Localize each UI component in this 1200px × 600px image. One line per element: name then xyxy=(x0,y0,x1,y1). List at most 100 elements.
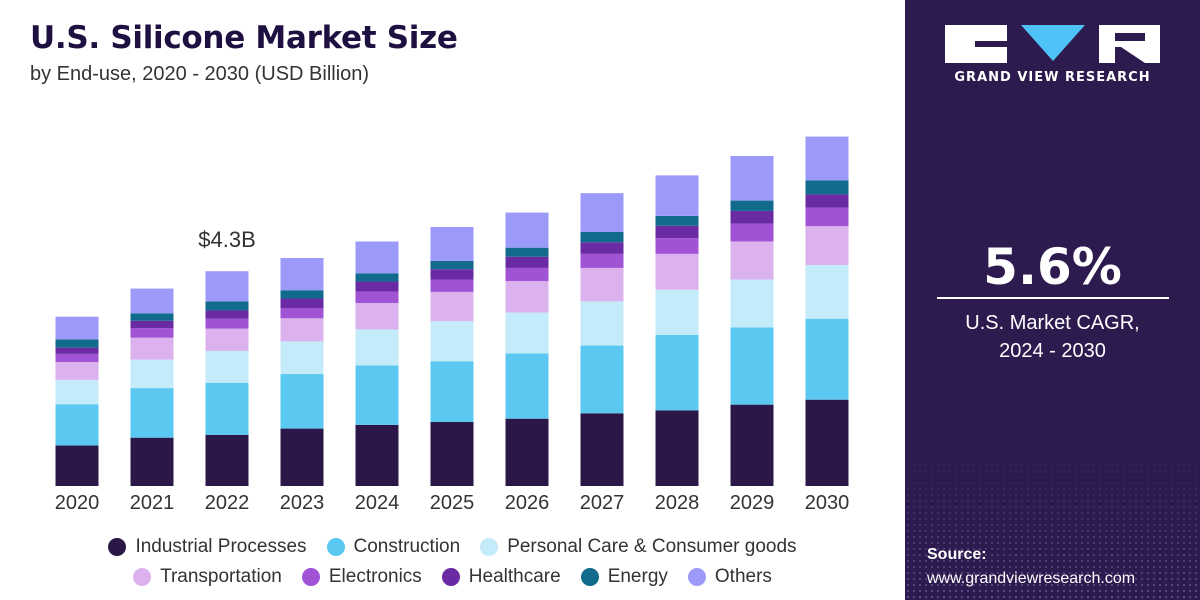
bar-segment xyxy=(580,413,624,486)
bar-segment xyxy=(55,347,99,354)
legend-item: Transportation xyxy=(133,566,282,588)
bar-segment xyxy=(55,316,99,340)
bar-segment xyxy=(655,410,699,486)
bar-segment xyxy=(805,180,849,195)
bar-segment xyxy=(655,238,699,254)
legend-swatch xyxy=(301,568,320,586)
legend-item: Construction xyxy=(326,536,460,558)
legend-item: Others xyxy=(687,566,772,588)
bar-segment xyxy=(55,404,99,446)
bar-segment xyxy=(805,136,849,181)
bar-segment xyxy=(280,374,324,429)
bar-segment xyxy=(655,215,699,226)
bar-segment xyxy=(430,421,474,486)
legend-label: Industrial Processes xyxy=(135,536,307,557)
gvr-logo xyxy=(945,25,1160,63)
bar-segment xyxy=(505,267,549,282)
brand-name: GRAND VIEW RESEARCH xyxy=(954,70,1151,85)
divider xyxy=(937,297,1169,299)
source-url[interactable]: www.grandviewresearch.com xyxy=(927,570,1136,587)
x-tick-label: 2020 xyxy=(55,492,100,514)
bar-segment xyxy=(730,223,774,242)
bar-segment xyxy=(130,288,174,314)
bar-segment xyxy=(430,291,474,322)
chart-subtitle: by End-use, 2020 - 2030 (USD Billion) xyxy=(30,63,370,85)
bar-segment xyxy=(805,399,849,486)
legend-label: Electronics xyxy=(328,566,422,587)
bar-segment xyxy=(355,424,399,486)
bar-segment xyxy=(55,339,99,348)
bar-segment xyxy=(355,329,399,366)
legend-swatch xyxy=(133,568,152,586)
source-block: Source: www.grandviewresearch.com xyxy=(927,543,1135,591)
bar-segment xyxy=(505,256,549,268)
bar-segment xyxy=(505,212,549,248)
x-tick-label: 2023 xyxy=(280,492,325,514)
bar-segment xyxy=(580,242,624,254)
legend-swatch xyxy=(441,568,460,586)
cagr-value: 5.6% xyxy=(983,238,1122,296)
bar-segment xyxy=(280,318,324,342)
bar-segment xyxy=(130,328,174,338)
bar-segment xyxy=(280,298,324,308)
x-tick-label: 2030 xyxy=(805,492,850,514)
x-tick-label: 2025 xyxy=(430,492,475,514)
bar-segment xyxy=(580,345,624,414)
legend-label: Personal Care & Consumer goods xyxy=(507,536,797,557)
bar-segment xyxy=(205,434,249,486)
bar-segment xyxy=(730,200,774,211)
bar-segment xyxy=(130,359,174,389)
bar-segment xyxy=(355,365,399,425)
bar-segment xyxy=(730,241,774,280)
bar-segment xyxy=(205,382,249,435)
bar-segment xyxy=(130,437,174,486)
legend-swatch xyxy=(480,538,499,556)
bar-segment xyxy=(280,341,324,375)
bar-segment xyxy=(430,227,474,261)
legend-swatch xyxy=(687,568,706,586)
bar-segment xyxy=(430,260,474,270)
bar-segment xyxy=(805,226,849,266)
chart-title: U.S. Silicone Market Size xyxy=(30,20,458,56)
legend-label: Others xyxy=(714,566,772,587)
x-tick-label: 2027 xyxy=(580,492,625,514)
source-label: Source: xyxy=(927,546,987,563)
x-tick-label: 2022 xyxy=(205,492,250,514)
bar-segment xyxy=(280,258,324,291)
bar-segment xyxy=(280,290,324,299)
bar-segment xyxy=(130,313,174,321)
bar-segment xyxy=(130,388,174,438)
bar-segment xyxy=(205,310,249,319)
bar-segment xyxy=(730,155,774,201)
bar-segment xyxy=(205,328,249,351)
bar-segment xyxy=(805,318,849,400)
legend-item: Electronics xyxy=(301,566,422,588)
bar-segment xyxy=(430,269,474,280)
bar-segment xyxy=(355,241,399,274)
info-panel: GRAND VIEW RESEARCH 5.6% U.S. Market CAG… xyxy=(905,0,1200,600)
chart-panel: U.S. Silicone Market Size by End-use, 20… xyxy=(0,20,905,592)
legend-row: Transportation Electronics Healthcare Energ… xyxy=(0,562,905,592)
x-tick-label: 2028 xyxy=(655,492,700,514)
legend-label: Healthcare xyxy=(468,566,561,587)
legend-label: Transportation xyxy=(160,566,282,587)
bar-segment xyxy=(355,273,399,282)
bar-segment xyxy=(580,231,624,243)
data-label: $4.3B xyxy=(198,227,256,252)
bar-segment xyxy=(130,320,174,329)
legend-row: Industrial Processes Construction Personal… xyxy=(0,532,905,562)
bar-segment xyxy=(280,307,324,319)
bar-segment xyxy=(355,281,399,292)
bar-segment xyxy=(580,267,624,302)
legend-swatch xyxy=(108,538,127,556)
bar-segment xyxy=(430,279,474,292)
bar-segment xyxy=(730,404,774,486)
dot-pattern-decoration xyxy=(905,450,1200,600)
bar-segment xyxy=(805,207,849,227)
legend-swatch xyxy=(326,538,345,556)
chart-legend: Industrial Processes Construction Personal… xyxy=(0,532,905,592)
x-tick-label: 2024 xyxy=(355,492,400,514)
bar-segment xyxy=(580,253,624,268)
legend-item: Personal Care & Consumer goods xyxy=(480,536,797,558)
legend-item: Industrial Processes xyxy=(108,536,307,558)
